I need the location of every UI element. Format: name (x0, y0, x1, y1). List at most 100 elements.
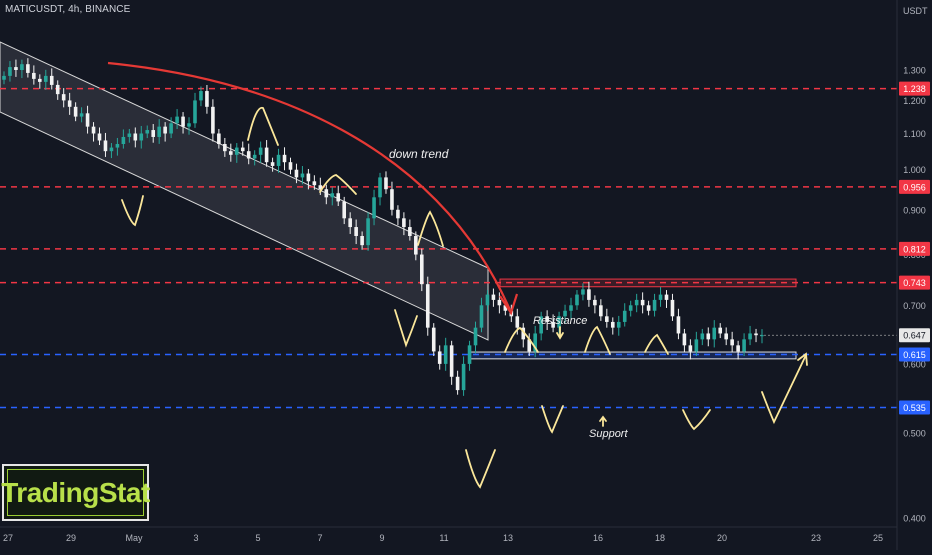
candle-body-53 (318, 185, 323, 190)
candle-body-104 (622, 310, 627, 322)
candle-body-86 (515, 316, 520, 328)
candle-body-7 (43, 75, 48, 82)
candle-body-3 (20, 64, 24, 70)
candle-body-74 (443, 345, 448, 364)
candle-body-33 (199, 91, 203, 101)
time-tick-11: 11 (439, 533, 448, 543)
candle-body-29 (175, 116, 179, 124)
high-mark-3 (417, 210, 444, 247)
time-tick-May: May (125, 533, 143, 543)
candle-body-94 (563, 310, 567, 317)
level-tag-0.535 (899, 400, 930, 415)
candle-body-64 (384, 177, 388, 190)
price-tags: 1.238 0.956 0.812 0.743 0.615 0.535 0.647 (899, 81, 930, 415)
candle-body-63 (378, 177, 382, 198)
candle-body-121 (724, 333, 728, 340)
level-tag-0.956 (899, 179, 930, 194)
price-tick-0.700: 0.700 (903, 301, 926, 311)
candle-body-10 (61, 94, 66, 101)
support-label: Support (589, 428, 628, 440)
low-mark-4 (541, 405, 564, 434)
time-tick-27: 27 (3, 533, 13, 543)
price-tick-1.100: 1.100 (903, 129, 926, 139)
time-tick-5: 5 (255, 533, 260, 543)
currency-label: USDT (903, 6, 928, 16)
candle-body-20 (121, 136, 126, 145)
candle-body-120 (718, 327, 723, 334)
time-tick-16: 16 (593, 533, 603, 543)
low-mark-3 (465, 449, 496, 489)
candle-body-114 (682, 333, 687, 346)
candle-body-72 (431, 327, 436, 352)
time-tick-20: 20 (717, 533, 727, 543)
price-tick-0.500: 0.500 (903, 429, 926, 439)
candle-body-39 (234, 147, 239, 155)
high-mark-1 (247, 106, 279, 146)
candle-body-54 (324, 189, 329, 198)
candle-body-42 (252, 154, 257, 159)
candle-body-77 (461, 363, 466, 391)
candle-body-9 (55, 84, 60, 95)
candle-body-31 (187, 123, 191, 127)
candle-body-97 (581, 289, 585, 295)
candle-body-11 (67, 100, 72, 107)
candle-body-61 (366, 218, 370, 246)
last-price-tag-text: 0.647 (903, 331, 926, 341)
symbol-title: MATICUSDT, 4h, BINANCE (5, 4, 131, 15)
candle-body-99 (593, 299, 597, 306)
candle-body-123 (736, 345, 740, 352)
price-tick-1.000: 1.000 (903, 165, 926, 175)
candle-body-49 (294, 169, 299, 178)
candle-body-126 (754, 333, 758, 336)
candle-body-47 (282, 154, 287, 163)
candle-body-59 (354, 227, 358, 236)
candle-body-76 (455, 376, 460, 391)
candle-body-78 (467, 345, 472, 364)
candle-body-37 (223, 144, 227, 152)
price-tick-0.400: 0.400 (903, 514, 926, 524)
candle-body-124 (742, 339, 746, 352)
logo-text: TradingStat (1, 476, 150, 508)
candle-body-106 (634, 299, 639, 306)
candle-body-56 (336, 193, 341, 202)
candle-body-75 (449, 345, 454, 377)
low-mark-1 (121, 195, 144, 227)
level-tag-0.743 (899, 275, 930, 290)
candle-body-41 (246, 151, 251, 159)
level-tag-text-0.956: 0.956 (903, 182, 926, 192)
level-tag-1.238 (899, 81, 930, 96)
candle-body-0 (2, 75, 6, 80)
candle-body-22 (133, 133, 138, 141)
candle-body-35 (211, 106, 215, 134)
logo-inner: TradingStat (1, 469, 150, 516)
candle-body-103 (616, 321, 621, 328)
price-tick-0.900: 0.900 (903, 205, 926, 215)
down-trend-arrow (107, 61, 512, 311)
down-trend-arrowhead (499, 293, 519, 316)
candle-body-90 (539, 316, 543, 334)
candle-body-2 (14, 67, 18, 70)
candle-body-93 (557, 316, 561, 328)
candle-body-57 (342, 201, 347, 219)
level-tag-text-0.535: 0.535 (903, 403, 926, 413)
candle-body-92 (551, 321, 555, 328)
candle-body-15 (91, 126, 96, 134)
candle-body-50 (300, 173, 305, 178)
candle-body-30 (181, 116, 185, 127)
time-tick-29: 29 (66, 533, 76, 543)
candle-body-105 (628, 305, 633, 311)
candle-body-27 (163, 126, 167, 134)
candle-body-68 (408, 227, 412, 236)
candle-body-82 (491, 294, 496, 300)
level-tag-text-0.812: 0.812 (903, 244, 926, 254)
resistance-pointer (556, 326, 564, 340)
candle-body-100 (599, 305, 603, 317)
levels-layer (0, 87, 897, 409)
candle-body-13 (79, 113, 84, 117)
candle-body-87 (521, 327, 526, 340)
high-mark-2 (319, 174, 357, 195)
high-mark-5 (584, 325, 611, 355)
candle-body-28 (169, 123, 173, 134)
